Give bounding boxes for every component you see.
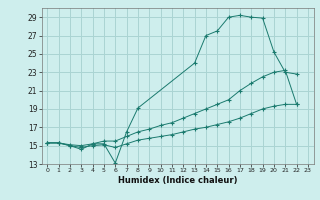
X-axis label: Humidex (Indice chaleur): Humidex (Indice chaleur) (118, 176, 237, 185)
